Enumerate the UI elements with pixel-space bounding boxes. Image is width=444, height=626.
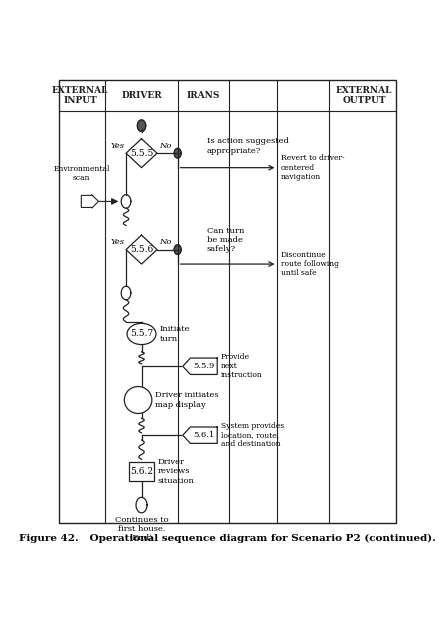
Polygon shape [174,148,181,158]
Polygon shape [121,195,131,208]
Polygon shape [126,235,157,264]
Text: Yes: Yes [110,142,124,150]
Text: 5.5.6: 5.5.6 [130,245,153,254]
Text: No: No [159,142,171,150]
Ellipse shape [124,386,152,414]
Text: EXTERNAL
OUTPUT: EXTERNAL OUTPUT [336,86,392,105]
Text: 5.5.9: 5.5.9 [193,362,214,370]
Text: Figure 42.   Operational sequence diagram for Scenario P2 (continued).: Figure 42. Operational sequence diagram … [19,534,436,543]
Polygon shape [121,286,131,300]
Text: Environmental
scan: Environmental scan [53,165,110,182]
Text: 5.5.7: 5.5.7 [130,329,153,339]
Polygon shape [183,427,217,443]
FancyArrow shape [81,195,99,208]
Text: Discontinue
route following
until safe: Discontinue route following until safe [281,251,339,277]
Text: Yes: Yes [110,239,124,247]
Text: No: No [159,239,171,247]
Text: Driver
reviews
situation: Driver reviews situation [158,458,195,485]
Text: 5.6.2: 5.6.2 [130,467,153,476]
Polygon shape [126,139,157,168]
Text: Can turn
be made
safely?: Can turn be made safely? [207,227,244,253]
Text: 5.5.5: 5.5.5 [130,149,153,158]
Text: IRANS: IRANS [187,91,220,100]
Text: DRIVER: DRIVER [121,91,162,100]
Text: Driver initiates
map display: Driver initiates map display [155,391,219,409]
Text: System provides
location, route,
and destination: System provides location, route, and des… [221,422,284,448]
Polygon shape [136,498,147,513]
Ellipse shape [127,324,156,344]
Text: Initiate
turn: Initiate turn [159,326,190,342]
Polygon shape [183,358,217,374]
Polygon shape [174,245,181,254]
Text: Is action suggested
appropriate?: Is action suggested appropriate? [207,137,289,155]
Polygon shape [137,120,146,131]
Text: Continues to
first house.
(End): Continues to first house. (End) [115,516,168,542]
Text: Revert to driver-
centered
navigation: Revert to driver- centered navigation [281,155,345,181]
Text: 5.6.1: 5.6.1 [193,431,214,439]
Text: Provide
next
instruction: Provide next instruction [221,353,262,379]
Text: EXTERNAL
INPUT: EXTERNAL INPUT [52,86,108,105]
Bar [129,462,155,481]
